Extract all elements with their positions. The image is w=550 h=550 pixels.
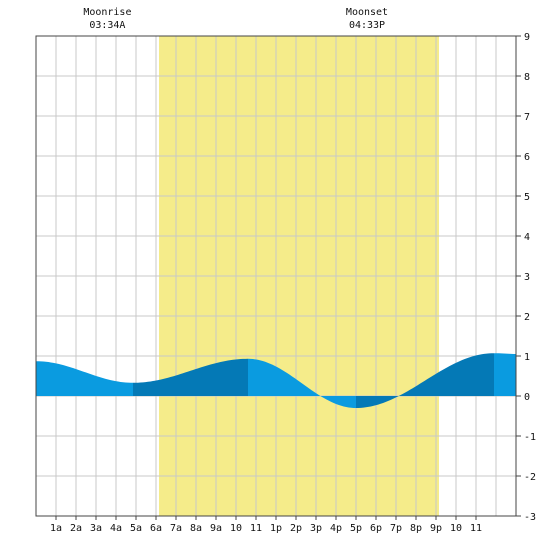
tide-band-light xyxy=(248,358,356,408)
x-tick-label: 4p xyxy=(330,523,342,534)
tide-band-dark xyxy=(133,358,248,396)
x-tick-label: 2p xyxy=(290,523,302,534)
x-tick-label: 7p xyxy=(390,523,402,534)
x-tick-label: 2a xyxy=(70,523,82,534)
x-tick-label: 9a xyxy=(210,523,222,534)
x-tick-label: 1a xyxy=(50,523,62,534)
moonset-annotation: Moonset 04:33P xyxy=(346,7,388,31)
x-tick-label: 6a xyxy=(150,523,162,534)
tide-band-light xyxy=(494,353,516,396)
x-tick-label: 6p xyxy=(370,523,382,534)
y-tick-label: -1 xyxy=(524,432,536,443)
x-tick-label: 11 xyxy=(250,523,262,534)
y-tick-label: 0 xyxy=(524,392,530,403)
x-tick-label: 9p xyxy=(430,523,442,534)
y-tick-label: 6 xyxy=(524,152,530,163)
y-tick-label: -2 xyxy=(524,472,536,483)
x-tick-label: 4a xyxy=(110,523,122,534)
moonset-label: Moonset xyxy=(346,7,388,18)
y-tick-label: 3 xyxy=(524,272,530,283)
x-tick-label: 5p xyxy=(350,523,362,534)
y-tick-label: 4 xyxy=(524,232,530,243)
x-tick-label: 8a xyxy=(190,523,202,534)
moonset-time: 04:33P xyxy=(349,20,385,31)
y-tick-label: 2 xyxy=(524,312,530,323)
y-tick-label: 9 xyxy=(524,32,530,43)
moonrise-time: 03:34A xyxy=(89,20,125,31)
x-axis-ticks: 1a 2a 3a 4a 5a 6a 7a 8a 9a 10 11 1p 2p 3p 4p 5p 6p 7p 8p 9p… xyxy=(50,516,482,534)
x-tick-label: 10 xyxy=(450,523,462,534)
moonrise-annotation: Moonrise 03:34A xyxy=(83,7,131,31)
y-tick-label: 5 xyxy=(524,192,530,203)
y-axis-ticks: -3 -2 -1 0 1 2 3 4 5 6 7 8 9 xyxy=(516,32,536,523)
x-tick-label: 10 xyxy=(230,523,242,534)
y-tick-label: 1 xyxy=(524,352,530,363)
x-tick-label: 11 xyxy=(470,523,482,534)
y-tick-label: 8 xyxy=(524,72,530,83)
x-tick-label: 1p xyxy=(270,523,282,534)
x-tick-label: 7a xyxy=(170,523,182,534)
x-tick-label: 3a xyxy=(90,523,102,534)
moonrise-label: Moonrise xyxy=(83,7,131,18)
tide-area xyxy=(36,353,516,408)
tide-band-light xyxy=(36,361,133,396)
x-tick-label: 3p xyxy=(310,523,322,534)
y-tick-label: -3 xyxy=(524,512,536,523)
tide-band-dark xyxy=(356,353,494,408)
x-tick-label: 5a xyxy=(130,523,142,534)
x-tick-label: 8p xyxy=(410,523,422,534)
grid-lines xyxy=(36,36,516,516)
y-tick-label: 7 xyxy=(524,112,530,123)
